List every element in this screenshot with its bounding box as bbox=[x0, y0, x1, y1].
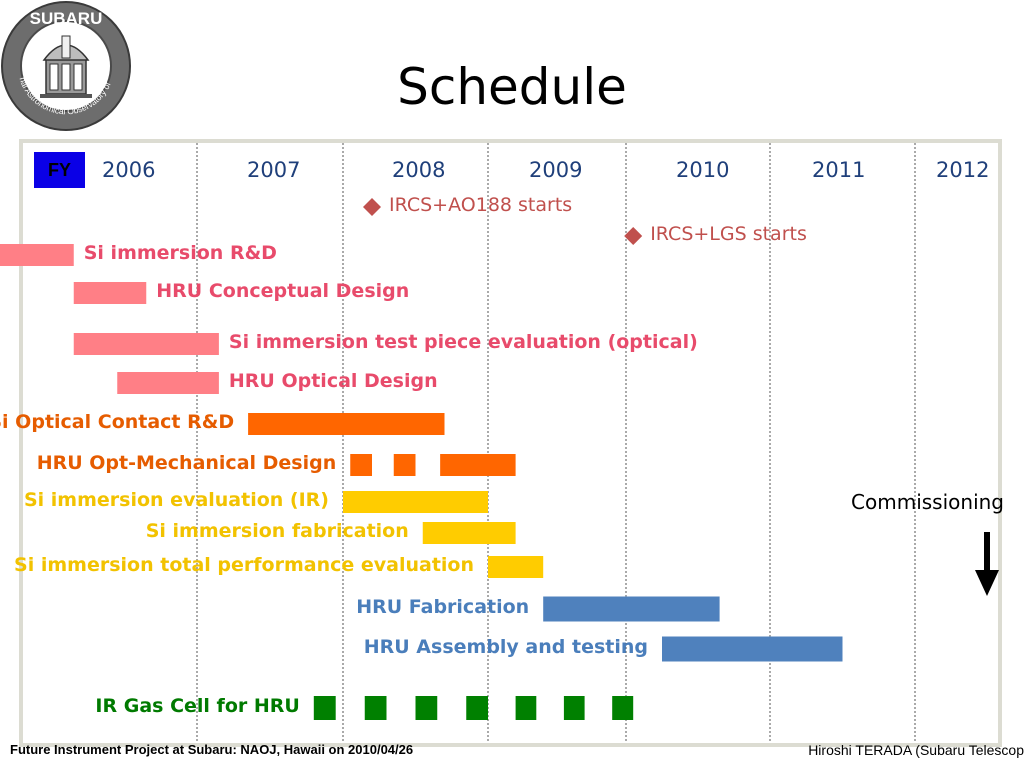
milestone-label: IRCS+AO188 starts bbox=[389, 194, 573, 216]
year-label: 2007 bbox=[247, 158, 301, 182]
year-label: 2010 bbox=[676, 158, 730, 182]
milestone-diamond bbox=[624, 227, 643, 245]
task-bar bbox=[248, 413, 445, 435]
fy-label: FY bbox=[34, 152, 85, 188]
task-bar bbox=[350, 454, 372, 476]
logo-top-text: SUBARU bbox=[30, 9, 103, 28]
task-label: Si immersion evaluation (IR) bbox=[23, 489, 329, 511]
year-label: 2011 bbox=[812, 158, 866, 182]
commissioning-arrow-head bbox=[975, 570, 999, 596]
task-label: HRU Fabrication bbox=[356, 596, 530, 618]
year-label: 2008 bbox=[392, 158, 446, 182]
task-label: HRU Opt-Mechanical Design bbox=[36, 452, 337, 474]
task-bar bbox=[0, 244, 74, 266]
task-bar bbox=[393, 454, 416, 476]
task-bar bbox=[662, 636, 843, 662]
task-bar bbox=[73, 282, 147, 304]
task-label: HRU Assembly and testing bbox=[363, 636, 648, 658]
footer-right: Hiroshi TERADA (Subaru Telescop bbox=[808, 742, 1024, 758]
task-label: HRU Optical Design bbox=[228, 370, 438, 392]
page-title: Schedule bbox=[397, 58, 627, 116]
task-bar bbox=[466, 696, 488, 720]
commissioning-arrow-shaft bbox=[984, 532, 990, 574]
year-label: 2006 bbox=[102, 158, 156, 182]
milestone-label: IRCS+LGS starts bbox=[650, 223, 807, 245]
task-bar bbox=[440, 454, 516, 476]
task-bar bbox=[364, 696, 387, 720]
task-bar bbox=[117, 372, 219, 394]
task-label: Si immersion test piece evaluation (opti… bbox=[228, 331, 698, 353]
commissioning-label: Commissioning bbox=[851, 490, 1004, 514]
task-label: Si immersion fabrication bbox=[145, 520, 409, 542]
subaru-logo: SUBARU National Astronomical Observatory… bbox=[0, 0, 131, 131]
task-bar bbox=[543, 596, 720, 622]
task-bar bbox=[73, 333, 219, 355]
task-bar bbox=[343, 491, 488, 513]
task-label: Si immersion total performance evaluatio… bbox=[14, 554, 474, 576]
year-label: 2012 bbox=[936, 158, 990, 182]
milestone-diamond bbox=[363, 198, 381, 216]
task-label: HRU Conceptual Design bbox=[156, 280, 410, 302]
task-bar bbox=[422, 522, 516, 544]
task-label: IR Gas Cell for HRU bbox=[95, 695, 300, 717]
task-label: Si Optical Contact R&D bbox=[0, 411, 235, 433]
year-label: 2009 bbox=[529, 158, 583, 182]
task-label: Si immersion R&D bbox=[83, 242, 277, 264]
task-bar bbox=[612, 696, 634, 720]
task-bar bbox=[313, 696, 336, 720]
task-bar bbox=[488, 556, 544, 578]
task-bar bbox=[515, 696, 537, 720]
task-bar bbox=[415, 696, 438, 720]
footer-left: Future Instrument Project at Subaru: NAO… bbox=[10, 742, 414, 757]
task-bar bbox=[563, 696, 585, 720]
